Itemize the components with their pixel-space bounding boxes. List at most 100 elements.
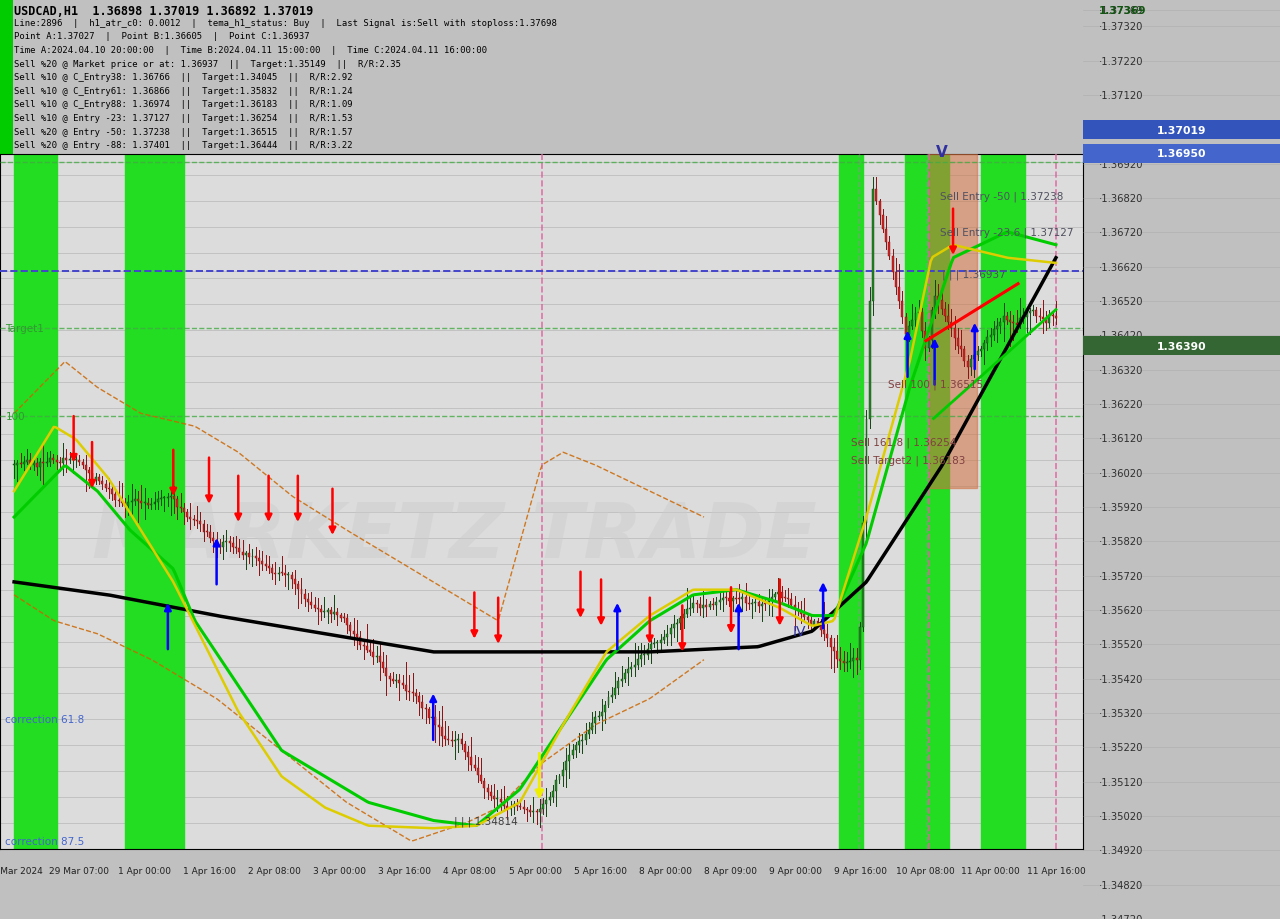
Bar <box>960 346 963 349</box>
Bar <box>36 463 38 467</box>
Bar <box>244 553 247 555</box>
Bar <box>849 661 851 663</box>
Text: ·1.35120: ·1.35120 <box>1098 777 1143 787</box>
Bar <box>724 597 727 598</box>
Bar <box>781 593 782 598</box>
Bar <box>193 520 195 521</box>
Bar <box>689 607 691 609</box>
Bar <box>653 643 655 644</box>
Bar <box>369 650 371 652</box>
Bar <box>225 541 228 542</box>
Bar <box>804 614 805 618</box>
Bar <box>320 609 323 613</box>
Bar <box>852 659 855 662</box>
Bar <box>248 553 250 557</box>
Bar <box>797 609 799 611</box>
Bar <box>1019 319 1021 325</box>
Bar <box>200 521 201 525</box>
Bar <box>526 810 527 811</box>
Bar <box>333 612 335 615</box>
Bar <box>301 589 302 595</box>
Bar <box>209 532 211 538</box>
Bar <box>634 665 636 667</box>
Bar <box>840 154 863 849</box>
Bar <box>957 338 959 346</box>
Text: Sell 161.8 | 1.36254: Sell 161.8 | 1.36254 <box>851 437 956 448</box>
Bar <box>918 312 920 313</box>
Bar <box>728 598 731 601</box>
Bar <box>585 734 586 740</box>
Bar <box>954 328 956 338</box>
Text: | | | 1.36937: | | | 1.36937 <box>942 269 1006 280</box>
Text: ·1.36420: ·1.36420 <box>1098 331 1143 341</box>
Bar <box>522 807 525 810</box>
Bar <box>490 792 492 797</box>
Bar <box>398 680 401 684</box>
Bar <box>703 606 704 608</box>
Bar <box>467 753 468 757</box>
Bar <box>46 462 47 463</box>
Text: 8 Apr 00:00: 8 Apr 00:00 <box>639 867 691 876</box>
Bar <box>238 549 241 552</box>
Bar <box>179 507 182 508</box>
Bar <box>236 547 237 549</box>
Bar <box>183 508 184 513</box>
Text: 11 Apr 16:00: 11 Apr 16:00 <box>1027 867 1085 876</box>
Bar <box>383 663 384 668</box>
Bar <box>463 744 466 753</box>
Bar <box>905 154 948 849</box>
Bar <box>147 504 148 505</box>
Text: 10 Apr 08:00: 10 Apr 08:00 <box>896 867 955 876</box>
Bar <box>520 806 521 807</box>
Bar <box>558 777 561 779</box>
Bar <box>878 202 881 216</box>
Bar <box>979 349 982 352</box>
Bar <box>42 462 45 463</box>
Bar <box>931 311 933 341</box>
Bar <box>637 659 639 665</box>
Bar <box>23 462 24 464</box>
Bar <box>676 623 678 624</box>
Bar <box>268 566 270 569</box>
Text: Target1: Target1 <box>5 323 45 334</box>
Text: 1 Apr 16:00: 1 Apr 16:00 <box>183 867 236 876</box>
Bar <box>346 618 348 626</box>
Bar <box>259 559 260 562</box>
Bar <box>330 611 332 615</box>
Bar <box>716 603 717 606</box>
Bar <box>983 344 986 349</box>
Bar <box>154 503 155 505</box>
Bar <box>1038 316 1041 318</box>
Bar <box>493 797 495 800</box>
Text: ·1.36520: ·1.36520 <box>1098 297 1143 307</box>
Text: ·1.35420: ·1.35420 <box>1098 674 1143 684</box>
Bar <box>457 740 460 741</box>
Bar <box>745 598 746 604</box>
Bar <box>271 569 273 573</box>
Bar <box>806 618 809 620</box>
Bar <box>846 663 847 664</box>
Bar <box>588 730 590 734</box>
Bar <box>529 811 531 812</box>
Bar <box>718 600 721 603</box>
Bar <box>800 611 803 614</box>
Bar <box>787 598 788 599</box>
Bar <box>813 621 815 625</box>
Bar <box>88 471 90 473</box>
Bar <box>91 473 93 481</box>
Text: | | | 1.34814: | | | 1.34814 <box>454 815 518 826</box>
Bar <box>869 301 870 419</box>
Bar <box>196 520 198 521</box>
Bar <box>17 463 18 466</box>
Bar <box>774 595 776 596</box>
Bar <box>177 500 178 507</box>
Bar <box>219 546 221 548</box>
Bar <box>412 692 413 694</box>
Bar <box>1029 312 1030 313</box>
Bar <box>389 676 390 680</box>
Bar <box>317 608 319 609</box>
Bar <box>108 489 110 490</box>
Bar <box>751 604 753 605</box>
Bar <box>251 556 253 557</box>
Bar <box>52 459 54 460</box>
